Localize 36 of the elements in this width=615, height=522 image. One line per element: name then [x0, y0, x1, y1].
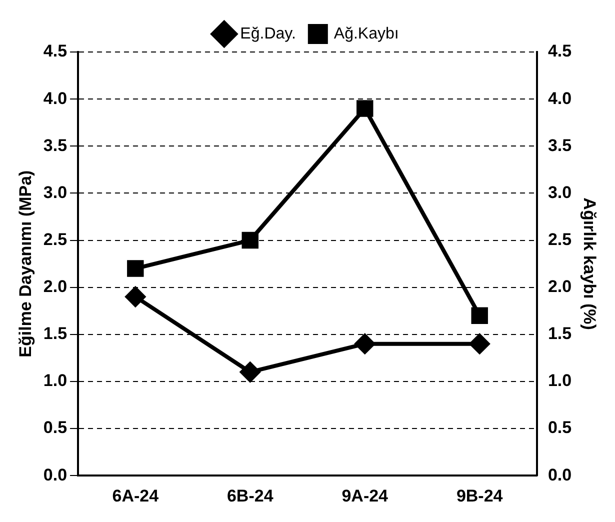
point [471, 307, 488, 324]
y-tick-label: 4.5 [43, 42, 68, 61]
point [354, 334, 375, 354]
y2-tick-label: 4.0 [548, 88, 572, 108]
y-tick-label: 1.5 [43, 324, 68, 344]
legend-label: Ağ.Kaybı [334, 25, 399, 42]
y2-tick-label: 4.5 [548, 42, 572, 61]
point [240, 362, 260, 382]
y2-tick-label: 0.0 [548, 465, 572, 484]
y-tick-label: 0.0 [43, 465, 68, 484]
y2-tick-label: 0.5 [548, 418, 572, 438]
x-tick-label: 6A-24 [112, 486, 160, 506]
x-tick-label: 6B-24 [226, 486, 274, 506]
y2-tick-label: 1.5 [548, 324, 572, 344]
point [242, 232, 258, 249]
point [127, 260, 144, 277]
point [356, 100, 374, 117]
y2-tick-label: 3.0 [548, 182, 572, 202]
y-tick-label: 1.0 [43, 371, 68, 390]
y-tick-label: 3.5 [43, 136, 68, 155]
x-tick-label: 9B-24 [456, 486, 504, 506]
y-tick-label: 0.5 [43, 418, 68, 438]
y2-axis-title: Ağırlık kaybı (%) [580, 198, 600, 330]
y-axis-title: Eğilme Dayanımı (MPa) [16, 170, 35, 358]
y-tick-label: 2.0 [43, 277, 68, 296]
y2-tick-label: 2.0 [548, 277, 572, 296]
y2-tick-label: 2.5 [548, 230, 572, 249]
legend-label: Eğ.Day. [240, 25, 296, 42]
y-tick-label: 4.0 [43, 88, 68, 108]
y-tick-label: 3.0 [43, 182, 68, 202]
x-tick-label: 9A-24 [342, 486, 389, 506]
y-tick-label: 2.5 [43, 230, 68, 249]
point [470, 334, 490, 354]
point [125, 286, 146, 307]
y2-tick-label: 3.5 [548, 136, 572, 155]
y2-tick-label: 1.0 [548, 371, 572, 390]
